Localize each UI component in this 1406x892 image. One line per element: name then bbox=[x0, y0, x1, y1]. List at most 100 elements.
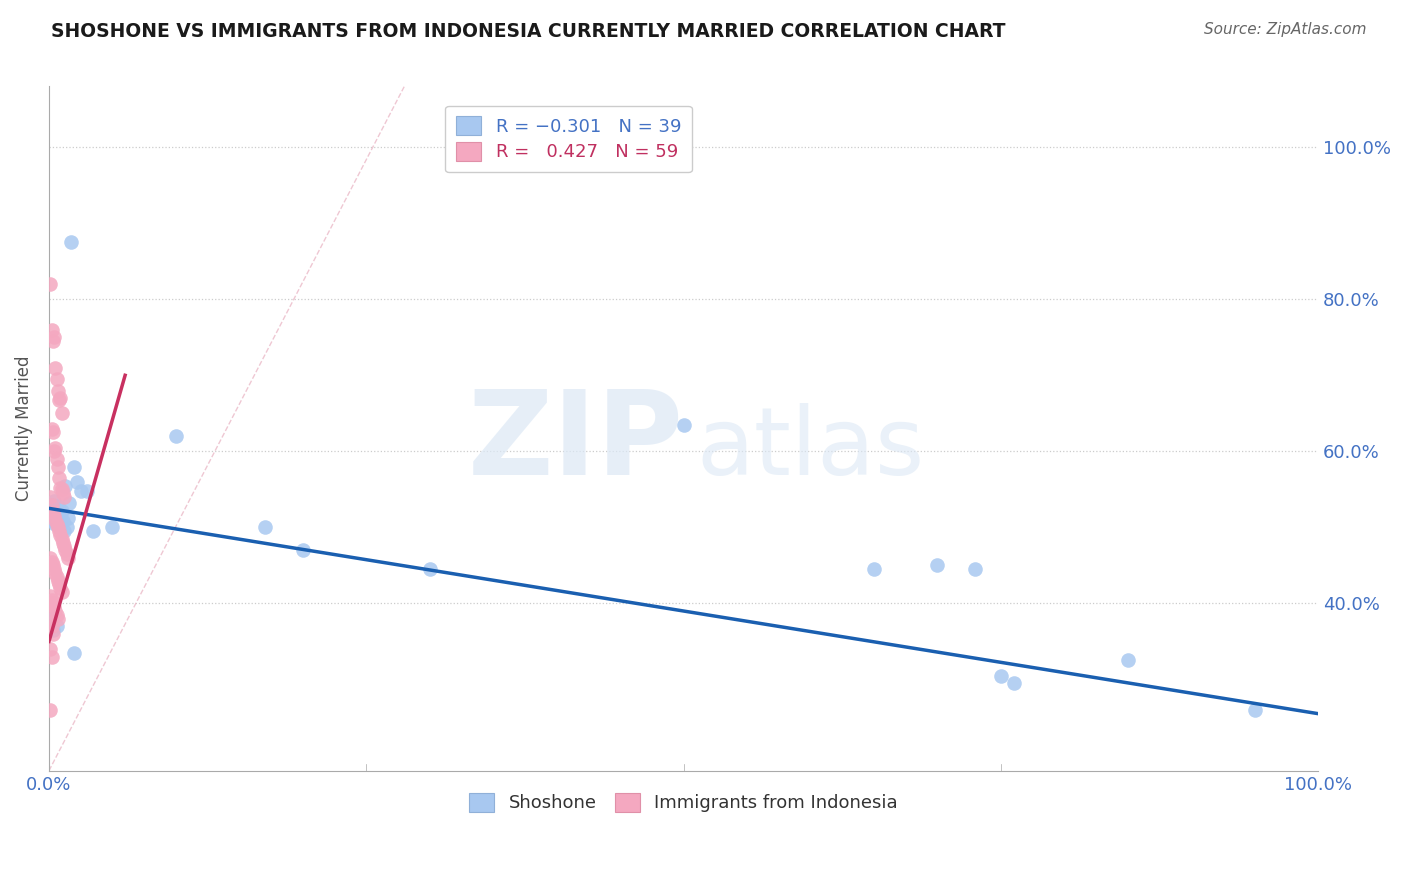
Point bbox=[44, 441, 66, 455]
Point bbox=[44, 360, 66, 375]
Point bbox=[42, 493, 65, 508]
Point bbox=[55, 520, 77, 534]
Point bbox=[48, 392, 70, 407]
Point bbox=[56, 511, 79, 525]
Point bbox=[42, 562, 65, 576]
Point bbox=[965, 562, 987, 576]
Point bbox=[66, 475, 89, 489]
Text: ZIP: ZIP bbox=[468, 384, 683, 500]
Point bbox=[49, 581, 72, 595]
Point bbox=[42, 627, 65, 641]
Point bbox=[44, 513, 66, 527]
Point bbox=[39, 589, 62, 603]
Point bbox=[52, 535, 75, 549]
Point bbox=[42, 444, 65, 458]
Point bbox=[39, 615, 62, 630]
Point bbox=[49, 481, 72, 495]
Point bbox=[41, 555, 63, 569]
Point bbox=[52, 486, 75, 500]
Point bbox=[46, 499, 69, 513]
Point bbox=[53, 540, 76, 554]
Point bbox=[291, 543, 314, 558]
Point bbox=[63, 646, 86, 660]
Point bbox=[53, 524, 76, 538]
Point bbox=[39, 703, 62, 717]
Point bbox=[672, 417, 695, 432]
Point bbox=[46, 520, 69, 534]
Point bbox=[45, 507, 67, 521]
Point bbox=[41, 498, 63, 512]
Point bbox=[63, 459, 86, 474]
Point bbox=[42, 508, 65, 523]
Point bbox=[39, 513, 62, 527]
Point bbox=[927, 558, 949, 573]
Point bbox=[39, 642, 62, 657]
Point bbox=[53, 490, 76, 504]
Point bbox=[82, 524, 104, 538]
Legend: Shoshone, Immigrants from Indonesia: Shoshone, Immigrants from Indonesia bbox=[458, 782, 908, 823]
Point bbox=[76, 483, 98, 498]
Point bbox=[44, 566, 66, 580]
Point bbox=[41, 649, 63, 664]
Point bbox=[42, 596, 65, 610]
Point bbox=[46, 459, 69, 474]
Text: Source: ZipAtlas.com: Source: ZipAtlas.com bbox=[1204, 22, 1367, 37]
Point bbox=[49, 391, 72, 405]
Text: atlas: atlas bbox=[696, 403, 925, 495]
Point bbox=[49, 508, 72, 523]
Point bbox=[48, 524, 70, 538]
Point bbox=[863, 562, 886, 576]
Point bbox=[49, 528, 72, 542]
Point bbox=[41, 612, 63, 626]
Point bbox=[42, 505, 65, 519]
Point bbox=[39, 550, 62, 565]
Point bbox=[42, 501, 65, 516]
Point bbox=[42, 334, 65, 348]
Point bbox=[48, 471, 70, 485]
Point bbox=[45, 452, 67, 467]
Point bbox=[55, 547, 77, 561]
Point bbox=[419, 562, 441, 576]
Point bbox=[1002, 676, 1025, 690]
Point bbox=[45, 570, 67, 584]
Point bbox=[253, 520, 276, 534]
Point bbox=[1116, 653, 1139, 667]
Point bbox=[42, 600, 65, 615]
Point bbox=[101, 520, 124, 534]
Point bbox=[55, 478, 77, 492]
Point bbox=[42, 425, 65, 440]
Point bbox=[48, 520, 70, 534]
Point bbox=[48, 577, 70, 591]
Point bbox=[52, 514, 75, 528]
Point bbox=[39, 277, 62, 291]
Text: SHOSHONE VS IMMIGRANTS FROM INDONESIA CURRENTLY MARRIED CORRELATION CHART: SHOSHONE VS IMMIGRANTS FROM INDONESIA CU… bbox=[51, 22, 1005, 41]
Point bbox=[55, 543, 77, 558]
Point bbox=[990, 668, 1012, 682]
Point bbox=[69, 483, 91, 498]
Point bbox=[46, 612, 69, 626]
Point bbox=[41, 619, 63, 633]
Point bbox=[42, 330, 65, 344]
Point bbox=[45, 607, 67, 622]
Point bbox=[51, 406, 73, 420]
Point bbox=[44, 516, 66, 531]
Point bbox=[41, 323, 63, 337]
Point bbox=[41, 592, 63, 607]
Point bbox=[41, 421, 63, 435]
Point bbox=[58, 496, 80, 510]
Point bbox=[56, 550, 79, 565]
Point bbox=[45, 619, 67, 633]
Point bbox=[39, 490, 62, 504]
Point bbox=[51, 585, 73, 599]
Point bbox=[42, 558, 65, 573]
Point bbox=[1243, 703, 1265, 717]
Point bbox=[165, 429, 187, 443]
Point bbox=[51, 483, 73, 497]
Point bbox=[45, 516, 67, 531]
Point bbox=[46, 574, 69, 588]
Point bbox=[42, 623, 65, 637]
Point bbox=[41, 498, 63, 512]
Point bbox=[51, 532, 73, 546]
Point bbox=[46, 384, 69, 398]
Y-axis label: Currently Married: Currently Married bbox=[15, 356, 32, 501]
